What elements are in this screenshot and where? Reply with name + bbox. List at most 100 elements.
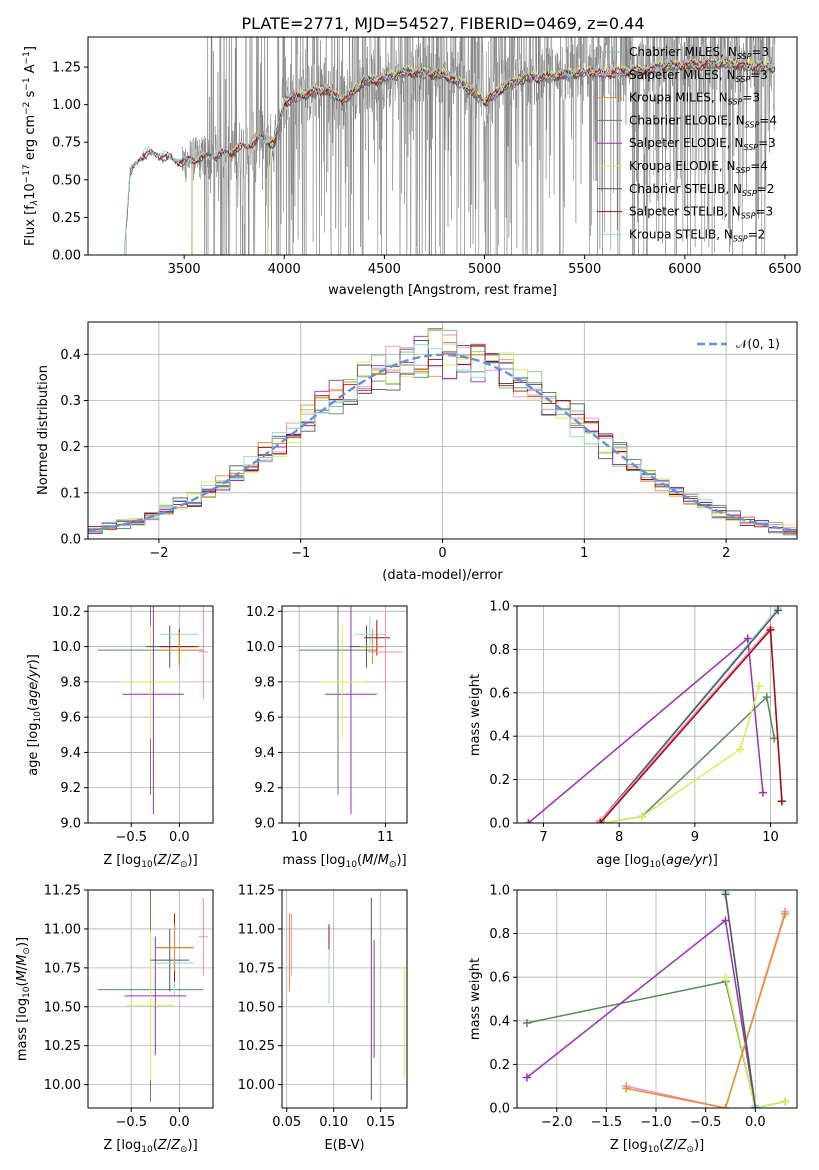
series-marker [736,745,745,754]
age_vs_mass-axes: 10 11 9.0 9.2 9.4 9.6 9.8 10.0 10.2 mass [log10(M… [246,605,408,870]
mass_vs_EBV-plot [289,897,405,1101]
series-marker [721,916,730,925]
y-axis-label: mass weight [468,958,483,1040]
series-marker [758,788,767,797]
y-tick-label: 10.2 [246,605,275,620]
y-tick-label: 0.25 [52,211,81,226]
series-marker [522,1073,531,1082]
axes-frame [87,36,798,256]
x-tick-label: −2 [149,546,168,561]
residuals-plot [88,328,797,536]
series-marker [524,819,533,823]
age_vs_mass-plot [299,606,403,815]
y-tick-label: 0.1 [60,486,81,501]
y-tick-label: 9.0 [60,817,81,832]
y-tick-label: 0.50 [52,173,81,188]
y-tick-label: 10.50 [44,1000,81,1015]
legend-label: Chabrier MILES, NSSP=3 [629,45,769,61]
mass_vs_Z-plot [97,890,209,1102]
x-tick-label: 11 [377,830,394,845]
x-tick-label: 6500 [768,262,801,277]
legend-label: Chabrier STELIB, NSSP=2 [629,182,774,198]
axes-frame [87,605,214,824]
mass_vs_EBV-axes: 0.05 0.10 0.15 10.00 10.25 10.50 10.75 11.00 11.… [238,884,408,1153]
series-marker [622,1084,631,1093]
legend-label: Salpeter ELODIE, NSSP=3 [629,136,776,152]
y-axis-label: age [log10(age/yr)] [26,654,43,776]
legend-label: Salpeter MILES, NSSP=3 [629,68,768,84]
y-tick-label: 1.25 [52,61,81,76]
y-tick-label: 10.0 [52,640,81,655]
series-marker [751,1104,760,1108]
y-tick-label: 1.0 [489,884,510,899]
y-tick-label: 10.75 [238,961,275,976]
x-tick-label: 9 [691,830,699,845]
x-tick-label: 8 [615,830,623,845]
figure-title: PLATE=2771, MJD=54527, FIBERID=0469, z=0… [241,14,644,33]
x-axis-label: E(B-V) [324,1138,364,1153]
y-tick-label: 10.00 [44,1078,81,1093]
x-tick-label: −2.0 [541,1115,573,1130]
age_vs_Z-plot [97,606,209,815]
y-axis-label: mass [log10(M/M⊙)] [15,937,32,1061]
y-tick-label: 0.0 [489,1102,510,1117]
x-tick-label: 5500 [568,262,601,277]
series-line [599,628,783,823]
x-tick-label: 0.0 [169,1115,190,1130]
series-marker [522,1018,531,1027]
y-tick-label: 11.25 [238,884,275,899]
y-tick-label: 0.4 [60,348,81,363]
axes-frame [281,889,408,1109]
x-axis-label: Z [log10(Z/Z⊙)] [610,1138,704,1155]
y-tick-label: 0.3 [60,394,81,409]
x-tick-label: −1.0 [640,1115,672,1130]
axes-frame [516,605,798,824]
x-tick-label: 0.15 [366,1115,395,1130]
x-axis-label: wavelength [Angstrom, rest frame] [328,283,557,298]
series-marker [781,1097,790,1106]
legend-label: 𝒩(0, 1) [736,337,780,351]
axes-frame [516,889,798,1109]
y-tick-label: 10.00 [238,1078,275,1093]
y-tick-label: 9.6 [60,711,81,726]
model-line-chabrier-stelib [125,59,776,255]
spectrum-axes: 3500 4000 4500 5000 5500 6000 6500 0.00 0.25 0.50… [22,36,802,298]
y-tick-label: 0.4 [489,730,510,745]
axes-frame [87,889,214,1109]
x-axis-label: age [log10(age/yr)] [596,853,718,870]
series-marker [774,606,783,615]
y-tick-label: 1.0 [489,600,510,615]
y-axis-label: Flux [fλ10−17 erg cm−2 s−1 A−1] [22,46,40,246]
y-tick-label: 0.8 [489,927,510,942]
model-line-kroupa-stelib [125,56,776,255]
weight_vs_age-plot [524,606,786,823]
y-tick-label: 10.25 [238,1039,275,1054]
y-tick-label: 9.8 [254,675,275,690]
y-tick-label: 0.00 [52,249,81,264]
series-marker [721,890,730,899]
series-line [724,894,757,1108]
x-tick-label: −0.5 [115,1115,147,1130]
x-tick-label: −1 [291,546,310,561]
x-tick-label: 10 [762,830,779,845]
series-line [603,686,760,823]
x-axis-label: mass [log10(M/M⊙)] [282,853,406,870]
legend: Chabrier MILES, NSSP=3 Salpeter MILES, NS… [597,45,777,243]
series-marker [762,693,771,702]
y-tick-label: 0.2 [60,440,81,455]
x-tick-label: −0.5 [690,1115,722,1130]
observed-spectrum-line [123,37,776,255]
age_vs_Z-axes: −0.5 0.0 9.0 9.2 9.4 9.6 9.8 10.0 10.2 Z [log10(Z… [26,605,214,870]
y-tick-label: 0.6 [489,686,510,701]
y-tick-label: 10.25 [44,1039,81,1054]
y-tick-label: 1.00 [52,98,81,113]
series-line [599,628,783,823]
series-marker [596,819,605,823]
legend-label: Kroupa ELODIE, NSSP=4 [629,159,768,175]
series-marker [781,909,790,918]
x-tick-label: 10 [291,830,308,845]
mass_vs_Z-axes: −0.5 0.0 10.00 10.25 10.50 10.75 11.00 11.25 Z [… [15,884,214,1155]
legend-label: Kroupa MILES, NSSP=3 [629,91,760,107]
series-line [527,637,764,823]
y-tick-label: 9.6 [254,711,275,726]
